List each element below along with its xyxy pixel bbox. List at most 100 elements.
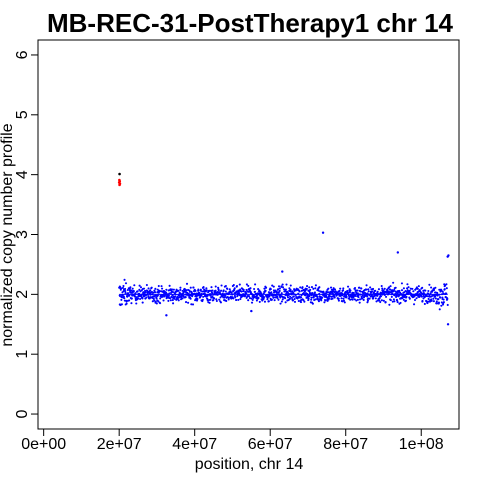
data-point (317, 289, 320, 292)
data-point (392, 281, 395, 284)
data-point (126, 288, 129, 292)
data-point (328, 295, 331, 298)
data-point (225, 299, 228, 303)
data-point (198, 292, 201, 295)
data-point (226, 287, 229, 290)
data-point (131, 287, 134, 290)
data-point (409, 287, 412, 290)
data-point (355, 299, 358, 302)
data-point (174, 295, 177, 298)
data-point (123, 278, 126, 281)
data-point (237, 298, 240, 301)
data-point (447, 254, 450, 257)
data-point (258, 300, 261, 303)
data-point (311, 302, 314, 305)
data-point (201, 298, 204, 301)
data-point (396, 301, 399, 304)
data-point (233, 287, 236, 290)
data-point (206, 297, 209, 300)
data-point (378, 299, 381, 302)
data-point (280, 285, 283, 288)
data-point (310, 296, 313, 299)
data-point (431, 294, 435, 297)
data-point (324, 299, 327, 302)
data-point (435, 300, 438, 303)
data-point (394, 286, 397, 289)
data-point (445, 287, 448, 290)
data-point (314, 298, 317, 301)
data-point (118, 172, 121, 176)
data-point (210, 286, 213, 289)
data-point (253, 287, 256, 291)
data-point (361, 294, 364, 297)
data-point (154, 300, 157, 303)
data-point (372, 291, 375, 294)
data-point (339, 287, 342, 290)
data-point (128, 299, 131, 302)
data-point (429, 292, 432, 295)
data-point (379, 300, 382, 304)
data-point (279, 302, 282, 305)
data-point (205, 289, 208, 292)
data-point (416, 287, 419, 290)
data-point (157, 284, 160, 288)
data-point (318, 286, 321, 289)
data-point (125, 302, 128, 305)
data-point (415, 297, 418, 300)
data-point (405, 295, 408, 298)
data-point (328, 297, 331, 300)
data-point (278, 287, 281, 290)
y-tick-label: 6 (14, 50, 31, 59)
data-point (272, 285, 275, 288)
data-point (262, 296, 266, 299)
data-point (278, 289, 281, 293)
data-point (168, 284, 171, 287)
data-point (291, 290, 294, 293)
data-point (185, 282, 189, 285)
data-point (141, 297, 144, 300)
data-point (400, 282, 403, 285)
data-point (396, 292, 399, 295)
data-point (436, 294, 439, 297)
data-point (165, 314, 168, 317)
data-point (342, 297, 345, 300)
data-point (239, 297, 242, 301)
data-point (280, 292, 283, 295)
data-point (227, 296, 230, 299)
data-point (260, 292, 263, 295)
data-point (299, 286, 302, 289)
data-point (196, 297, 199, 301)
data-point (118, 303, 122, 306)
data-point (163, 295, 166, 298)
data-point (369, 286, 372, 289)
data-point (412, 290, 415, 293)
data-point (224, 290, 227, 293)
data-point (389, 285, 392, 288)
data-point (205, 287, 208, 290)
data-point (367, 290, 370, 293)
data-point (411, 287, 414, 290)
data-point (179, 286, 182, 289)
data-point (283, 288, 286, 291)
data-point (150, 286, 153, 289)
x-tick-label: 0e+00 (21, 436, 66, 453)
data-point (285, 283, 288, 286)
data-point (299, 301, 303, 304)
data-point (362, 298, 365, 302)
data-point (367, 288, 370, 291)
data-point (136, 297, 140, 300)
data-point (238, 292, 241, 295)
data-point (356, 289, 359, 292)
chart-title: MB-REC-31-PostTherapy1 chr 14 (47, 8, 454, 38)
data-point (119, 287, 123, 290)
data-point (441, 290, 444, 293)
data-point (434, 297, 437, 300)
data-point (376, 290, 379, 293)
data-point (273, 299, 276, 302)
data-point (372, 287, 375, 291)
data-point (177, 299, 180, 302)
data-point (351, 298, 354, 301)
data-point (352, 291, 355, 294)
data-point (388, 303, 391, 306)
